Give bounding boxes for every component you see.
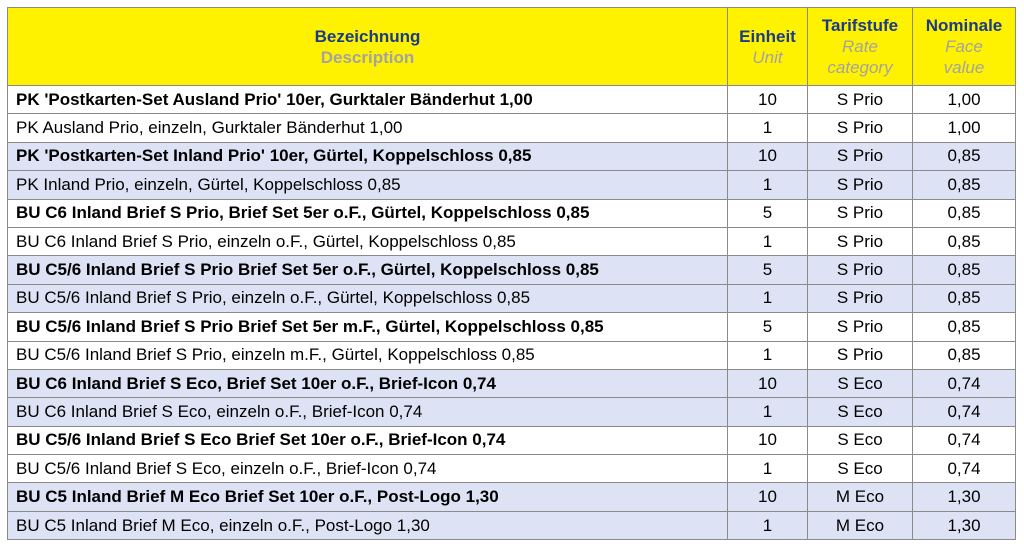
- table-row: BU C5/6 Inland Brief S Prio, einzeln m.F…: [7, 340, 1016, 370]
- row-unit: 10: [727, 482, 808, 512]
- row-value: 0,74: [912, 368, 1016, 399]
- row-value: 0,74: [912, 397, 1016, 427]
- row-rate: S Prio: [807, 255, 913, 285]
- table-header: Bezeichnung Description Einheit Unit Tar…: [7, 7, 1016, 86]
- table-body: PK 'Postkarten-Set Ausland Prio' 10er, G…: [7, 84, 1016, 541]
- price-table-container: Bezeichnung Description Einheit Unit Tar…: [7, 7, 1016, 541]
- header-face-de: Nominale: [925, 16, 1003, 35]
- row-rate: S Prio: [807, 170, 913, 200]
- row-value: 0,85: [912, 340, 1016, 370]
- row-value: 0,85: [912, 141, 1016, 172]
- row-value: 0,74: [912, 425, 1016, 456]
- row-rate: S Eco: [807, 397, 913, 427]
- row-rate: S Eco: [807, 425, 913, 456]
- row-unit: 1: [727, 397, 808, 427]
- row-description: BU C5/6 Inland Brief S Eco Brief Set 10e…: [7, 425, 728, 456]
- row-description: BU C6 Inland Brief S Prio, einzeln o.F.,…: [7, 226, 728, 257]
- header-face-en-1: Face: [945, 37, 983, 56]
- row-unit: 5: [727, 255, 808, 285]
- header-rate-de: Tarifstufe: [821, 16, 899, 35]
- row-description: BU C5 Inland Brief M Eco Brief Set 10er …: [7, 482, 728, 512]
- row-description: PK Ausland Prio, einzeln, Gurktaler Bänd…: [7, 113, 728, 143]
- row-rate: S Prio: [807, 198, 913, 228]
- table-row: BU C5/6 Inland Brief S Eco, einzeln o.F.…: [7, 454, 1016, 484]
- row-description: PK 'Postkarten-Set Inland Prio' 10er, Gü…: [7, 141, 728, 172]
- row-rate: S Prio: [807, 113, 913, 143]
- header-rate-en-2: category: [827, 58, 893, 77]
- row-rate: S Prio: [807, 340, 913, 370]
- row-value: 0,85: [912, 170, 1016, 200]
- row-value: 0,85: [912, 226, 1016, 257]
- row-value: 1,30: [912, 482, 1016, 512]
- row-rate: S Prio: [807, 141, 913, 172]
- header-rate-en-1: Rate: [842, 37, 878, 56]
- row-description: BU C5 Inland Brief M Eco, einzeln o.F., …: [7, 510, 728, 541]
- row-description: BU C5/6 Inland Brief S Prio, einzeln o.F…: [7, 283, 728, 314]
- table-row: BU C5 Inland Brief M Eco, einzeln o.F., …: [7, 510, 1016, 541]
- row-value: 1,30: [912, 510, 1016, 541]
- table-row: BU C6 Inland Brief S Prio, einzeln o.F.,…: [7, 226, 1016, 257]
- row-description: BU C6 Inland Brief S Eco, einzeln o.F., …: [7, 397, 728, 427]
- header-rate: Tarifstufe Rate category: [807, 7, 913, 86]
- row-rate: S Prio: [807, 312, 913, 342]
- row-value: 0,74: [912, 454, 1016, 484]
- row-unit: 1: [727, 454, 808, 484]
- row-description: BU C6 Inland Brief S Eco, Brief Set 10er…: [7, 368, 728, 399]
- row-rate: S Prio: [807, 226, 913, 257]
- row-value: 1,00: [912, 84, 1016, 115]
- table-row: PK 'Postkarten-Set Ausland Prio' 10er, G…: [7, 84, 1016, 115]
- table-row: BU C6 Inland Brief S Prio, Brief Set 5er…: [7, 198, 1016, 228]
- row-value: 0,85: [912, 198, 1016, 228]
- row-unit: 1: [727, 340, 808, 370]
- row-rate: S Prio: [807, 283, 913, 314]
- row-unit: 10: [727, 141, 808, 172]
- row-unit: 10: [727, 425, 808, 456]
- row-description: BU C5/6 Inland Brief S Prio, einzeln m.F…: [7, 340, 728, 370]
- row-description: BU C6 Inland Brief S Prio, Brief Set 5er…: [7, 198, 728, 228]
- row-description: PK Inland Prio, einzeln, Gürtel, Koppels…: [7, 170, 728, 200]
- row-description: BU C5/6 Inland Brief S Prio Brief Set 5e…: [7, 312, 728, 342]
- row-description: BU C5/6 Inland Brief S Prio Brief Set 5e…: [7, 255, 728, 285]
- row-unit: 1: [727, 510, 808, 541]
- table-row: BU C6 Inland Brief S Eco, Brief Set 10er…: [7, 368, 1016, 399]
- header-row: Bezeichnung Description Einheit Unit Tar…: [7, 7, 1016, 86]
- row-unit: 10: [727, 368, 808, 399]
- header-description-de: Bezeichnung: [314, 26, 421, 46]
- table-row: BU C5/6 Inland Brief S Prio, einzeln o.F…: [7, 283, 1016, 314]
- row-rate: M Eco: [807, 482, 913, 512]
- table-row: BU C5/6 Inland Brief S Eco Brief Set 10e…: [7, 425, 1016, 456]
- row-value: 0,85: [912, 312, 1016, 342]
- header-unit: Einheit Unit: [727, 7, 808, 86]
- header-unit-de: Einheit: [739, 26, 796, 46]
- row-unit: 10: [727, 84, 808, 115]
- row-unit: 5: [727, 312, 808, 342]
- row-value: 0,85: [912, 255, 1016, 285]
- row-description: PK 'Postkarten-Set Ausland Prio' 10er, G…: [7, 84, 728, 115]
- table-row: BU C5 Inland Brief M Eco Brief Set 10er …: [7, 482, 1016, 512]
- header-face-en-2: value: [943, 58, 985, 77]
- row-unit: 1: [727, 170, 808, 200]
- row-rate: S Prio: [807, 84, 913, 115]
- header-unit-en: Unit: [752, 47, 783, 67]
- header-face-value: Nominale Face value: [912, 7, 1016, 86]
- row-value: 1,00: [912, 113, 1016, 143]
- table-row: BU C5/6 Inland Brief S Prio Brief Set 5e…: [7, 255, 1016, 285]
- table-row: BU C6 Inland Brief S Eco, einzeln o.F., …: [7, 397, 1016, 427]
- table-row: PK Ausland Prio, einzeln, Gurktaler Bänd…: [7, 113, 1016, 143]
- header-description: Bezeichnung Description: [7, 7, 728, 86]
- row-rate: S Eco: [807, 368, 913, 399]
- row-unit: 1: [727, 226, 808, 257]
- row-value: 0,85: [912, 283, 1016, 314]
- header-description-en: Description: [320, 47, 415, 67]
- row-description: BU C5/6 Inland Brief S Eco, einzeln o.F.…: [7, 454, 728, 484]
- row-rate: M Eco: [807, 510, 913, 541]
- table-row: BU C5/6 Inland Brief S Prio Brief Set 5e…: [7, 312, 1016, 342]
- table-row: PK 'Postkarten-Set Inland Prio' 10er, Gü…: [7, 141, 1016, 172]
- row-unit: 1: [727, 283, 808, 314]
- row-rate: S Eco: [807, 454, 913, 484]
- row-unit: 1: [727, 113, 808, 143]
- price-table: Bezeichnung Description Einheit Unit Tar…: [7, 7, 1016, 541]
- table-row: PK Inland Prio, einzeln, Gürtel, Koppels…: [7, 170, 1016, 200]
- row-unit: 5: [727, 198, 808, 228]
